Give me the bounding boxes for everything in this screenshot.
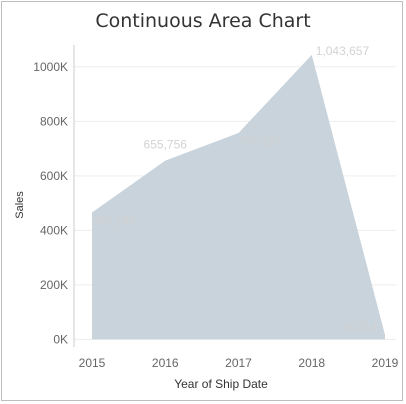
y-tick-label: 1000K [33, 60, 68, 74]
y-tick-label: 600K [40, 169, 68, 183]
y-tick-label: 800K [40, 114, 68, 128]
x-tick-label: 2018 [298, 356, 325, 370]
y-tick-label: 400K [40, 223, 68, 237]
chart-title: Continuous Area Chart [95, 10, 311, 32]
y-tick-label: 200K [40, 278, 68, 292]
data-label: 1,043,657 [316, 44, 370, 58]
x-tick-label: 2019 [372, 356, 399, 370]
data-label: 465,295 [92, 214, 136, 228]
data-label: 757,167 [239, 134, 283, 148]
data-label: 655,756 [144, 138, 188, 152]
x-tick-label: 2016 [152, 356, 179, 370]
y-tick-label: 0K [53, 332, 68, 346]
x-tick-label: 2015 [79, 356, 106, 370]
x-tick-label: 2017 [225, 356, 252, 370]
x-axis-label: Year of Ship Date [174, 377, 268, 391]
data-label: 16,214 [341, 320, 378, 334]
area-series [92, 54, 385, 340]
